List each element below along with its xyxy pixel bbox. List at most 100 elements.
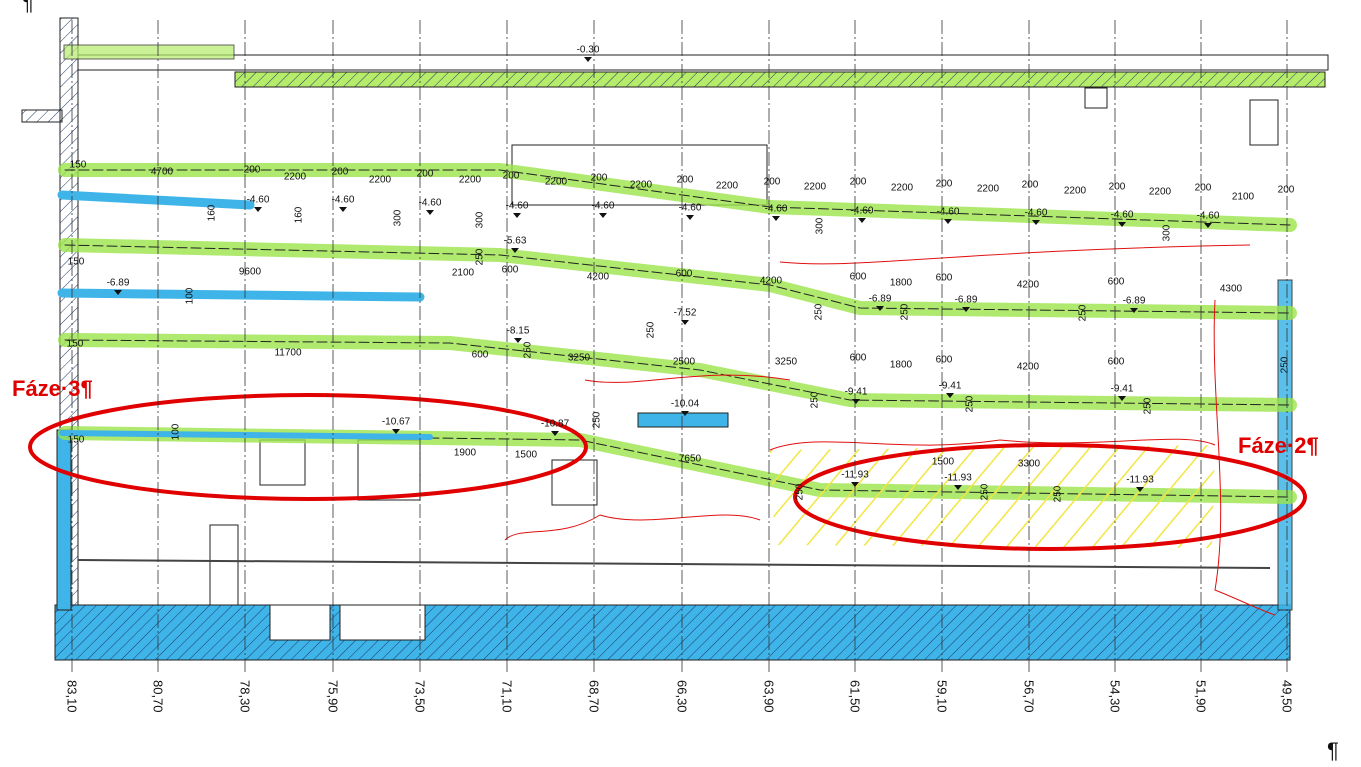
dimension-label: 4700 [151, 167, 174, 178]
phase-label: Fáze·3¶ [12, 376, 93, 401]
level-marker [114, 290, 122, 295]
dimension-label: 2500 [673, 357, 696, 368]
dimension-label: 250 [810, 391, 821, 408]
level-marker [876, 306, 884, 311]
hatched-zone [504, 244, 1276, 616]
level-label: -6.89 [869, 294, 892, 305]
dimension-label: 1900 [454, 448, 477, 459]
station-label: 78,30 [238, 680, 253, 713]
dimension-label: 200 [503, 171, 520, 182]
dimension-label: 200 [936, 179, 953, 190]
dimension-label: 250 [814, 303, 825, 320]
level-marker [426, 210, 434, 215]
dimension-label: 1500 [932, 457, 955, 468]
dimension-label: 2200 [977, 184, 1000, 195]
level-marker [254, 207, 262, 212]
dimension-label: 250 [592, 411, 603, 428]
dimension-label: 2100 [452, 268, 475, 279]
level-marker [1118, 396, 1126, 401]
dimension-label: 200 [850, 177, 867, 188]
level-marker [1204, 223, 1212, 228]
dimension-label: 200 [677, 175, 694, 186]
dimension-label: 300 [815, 217, 826, 234]
dimension-label: 4200 [587, 272, 610, 283]
level-label: -10.67 [382, 417, 411, 428]
dimension-label: 160 [207, 204, 218, 221]
level-marker [392, 429, 400, 434]
dimension-label: 2200 [630, 180, 653, 191]
level-label: -4.60 [592, 201, 615, 212]
level-label: -4.60 [1025, 208, 1048, 219]
level-label: -4.60 [506, 201, 529, 212]
structure [21, 17, 1329, 661]
level-marker [1032, 220, 1040, 225]
dimension-label: 600 [472, 350, 489, 361]
level-label: -7.52 [674, 308, 697, 319]
dimension-label: 3300 [1018, 459, 1041, 470]
station-label: 75,90 [326, 680, 341, 713]
dimension-label: 200 [591, 173, 608, 184]
level-marker [681, 320, 689, 325]
level-label: -6.89 [955, 295, 978, 306]
dimension-label: 200 [764, 177, 781, 188]
station-label: 61,50 [848, 680, 863, 713]
dimension-label: 2200 [459, 175, 482, 186]
level-marker [339, 207, 347, 212]
level-label: -4.60 [679, 203, 702, 214]
dimension-label: 600 [850, 353, 867, 364]
level-label: -4.60 [851, 206, 874, 217]
dimension-label: 150 [68, 257, 85, 268]
dimension-label: 250 [1053, 485, 1064, 502]
dimension-label: 250 [795, 483, 806, 500]
level-marker [772, 216, 780, 221]
dimension-label: 4200 [1017, 362, 1040, 373]
station-label: 51,90 [1194, 680, 1209, 713]
station-label: 66,30 [675, 680, 690, 713]
dimension-label: 200 [1022, 180, 1039, 191]
level-marker [584, 57, 592, 62]
level-marker [852, 399, 860, 404]
level-marker [962, 307, 970, 312]
level-label: -5.63 [504, 236, 527, 247]
dimension-label: 150 [70, 160, 87, 171]
dimension-label: 600 [936, 273, 953, 284]
dimension-label: 250 [965, 395, 976, 412]
dimension-label: 160 [294, 206, 305, 223]
dimension-label: 600 [502, 265, 519, 276]
station-label: 59,10 [935, 680, 950, 713]
level-marker [551, 431, 559, 436]
level-marker [511, 248, 519, 253]
dimension-label: 600 [850, 272, 867, 283]
level-label: -4.60 [937, 207, 960, 218]
dimension-label: 200 [1109, 182, 1126, 193]
level-label: -11.93 [944, 473, 972, 484]
dimension-label: 150 [67, 339, 84, 350]
dimension-label: 4300 [1220, 284, 1243, 295]
station-label: 49,50 [1280, 680, 1295, 713]
level-label: -9.41 [845, 387, 868, 398]
pilcrow: ¶ [22, 0, 34, 15]
dimension-label: 100 [185, 287, 196, 304]
labels: 83,10 80,70 78,30 75,90 73,50 71,10 68,70 66,30… [12, 0, 1339, 763]
dimension-label: 300 [393, 209, 404, 226]
phase-label: Fáze·2¶ [1238, 433, 1319, 458]
station-label: 73,50 [413, 680, 428, 713]
dimension-label: 9600 [239, 267, 262, 278]
level-label: -9.41 [1111, 384, 1134, 395]
dimension-label: 2200 [891, 183, 914, 194]
dimension-label: 4200 [1017, 280, 1040, 291]
dimension-label: 150 [68, 435, 85, 446]
level-label: -8.15 [507, 326, 530, 337]
dimension-label: 2200 [545, 177, 568, 188]
level-label: -4.60 [1111, 210, 1134, 221]
dimension-label: 600 [936, 355, 953, 366]
level-marker [1136, 487, 1144, 492]
dimension-label: 2200 [716, 181, 739, 192]
level-marker [954, 485, 962, 490]
level-marker [851, 482, 859, 487]
level-marker [681, 411, 689, 416]
dimension-label: 200 [1278, 185, 1295, 196]
station-label: 80,70 [151, 680, 166, 713]
